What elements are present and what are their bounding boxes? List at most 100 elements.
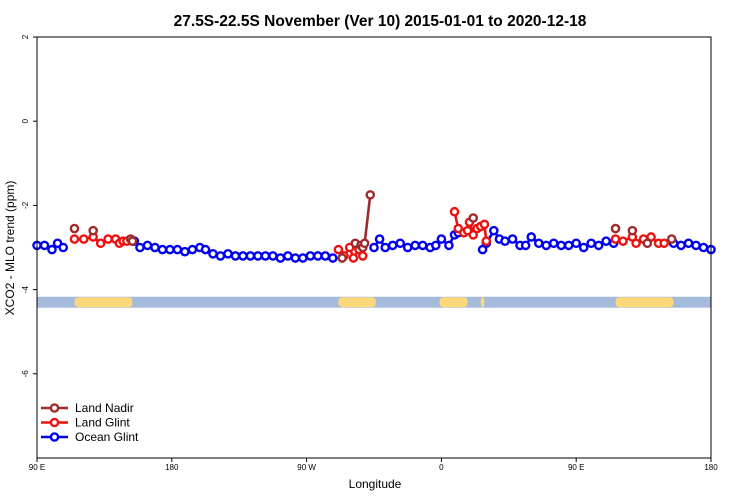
y-tick-label: 0	[21, 118, 30, 123]
data-point	[260, 251, 271, 261]
data-point	[238, 251, 248, 261]
y-axis: 2 0 -2 -4 -6	[21, 34, 37, 377]
data-point	[430, 240, 441, 251]
land-segment	[74, 297, 133, 308]
data-point	[691, 240, 701, 251]
data-point	[165, 244, 175, 255]
legend-swatch-marker	[49, 432, 60, 442]
x-tick-label: 0	[439, 463, 444, 472]
data-point	[337, 253, 347, 263]
data-point	[253, 251, 263, 261]
data-point	[481, 236, 492, 246]
data-point	[283, 251, 293, 261]
x-axis: 90 E 180 90 W 0 90 E 180	[29, 458, 718, 472]
data-point	[268, 251, 278, 261]
data-point	[601, 236, 611, 246]
data-point	[135, 242, 145, 253]
data-point	[103, 234, 113, 244]
data-point	[365, 190, 376, 200]
data-point	[402, 242, 413, 253]
data-point	[58, 242, 69, 253]
land-ocean-mask	[37, 296, 711, 308]
data-point	[380, 242, 391, 253]
data-point	[328, 253, 338, 263]
x-axis-label: Longitude	[349, 477, 402, 491]
data-point	[610, 234, 621, 244]
y-tick-label: -4	[21, 285, 30, 293]
data-point	[180, 246, 190, 257]
data-point	[348, 253, 359, 263]
data-point	[489, 225, 499, 236]
data-point	[507, 234, 518, 244]
data-point	[541, 240, 552, 251]
data-point	[95, 238, 106, 249]
data-point	[39, 240, 50, 251]
data-point	[526, 232, 537, 242]
data-point	[320, 251, 331, 261]
y-tick-label: -6	[21, 370, 30, 378]
data-point	[417, 240, 428, 251]
y-tick-label: 2	[21, 34, 30, 39]
data-point	[627, 225, 638, 236]
data-point	[479, 219, 490, 230]
data-point	[666, 234, 677, 244]
data-point	[142, 240, 153, 251]
data-point	[631, 238, 641, 249]
data-point	[172, 244, 183, 255]
land-segment	[338, 297, 376, 308]
data-point	[200, 244, 211, 255]
data-point	[659, 238, 669, 249]
land-segment	[439, 297, 468, 308]
data-point	[369, 242, 379, 253]
data-point	[571, 238, 582, 249]
legend-label: Land Nadir	[75, 401, 134, 415]
data-point	[187, 244, 198, 255]
data-point	[642, 238, 653, 249]
data-point	[298, 253, 308, 263]
land-segment	[480, 297, 485, 308]
data-point	[275, 253, 286, 263]
data-point	[449, 206, 460, 217]
x-tick-label: 90 W	[297, 463, 316, 472]
data-point	[548, 238, 559, 249]
data-point	[333, 244, 344, 255]
data-point	[610, 223, 621, 234]
data-point	[215, 251, 226, 261]
legend-item: Ocean Glint	[41, 430, 139, 444]
x-tick-label: 180	[704, 463, 718, 472]
data-point	[578, 242, 589, 253]
x-tick-label: 90 E	[568, 463, 584, 472]
data-point	[79, 234, 89, 244]
data-point	[436, 234, 447, 244]
legend-swatch-marker	[49, 403, 60, 413]
data-point	[223, 249, 233, 259]
data-point	[698, 242, 709, 253]
data-series	[32, 190, 716, 263]
data-point	[47, 244, 57, 255]
data-point	[150, 242, 160, 253]
data-point	[395, 238, 406, 249]
data-point	[374, 234, 385, 244]
data-point	[500, 236, 510, 246]
data-point	[410, 240, 420, 251]
data-point	[556, 240, 567, 251]
data-point	[444, 240, 454, 251]
legend-item: Land Glint	[41, 416, 130, 430]
data-point	[676, 240, 686, 251]
legend-label: Ocean Glint	[75, 430, 139, 444]
data-point	[533, 238, 544, 249]
data-point	[586, 238, 596, 249]
data-point	[593, 240, 604, 251]
data-point	[88, 225, 98, 236]
y-axis-label: XCO2 - MLO trend (ppm)	[3, 181, 17, 316]
data-point	[127, 236, 138, 246]
data-point	[468, 213, 479, 223]
data-point	[208, 249, 218, 259]
data-point	[618, 236, 628, 246]
plot-frame	[36, 36, 712, 459]
legend-label: Land Glint	[75, 416, 130, 430]
data-point	[69, 234, 80, 244]
chart-title: 27.5S-22.5S November (Ver 10) 2015-01-01…	[174, 13, 587, 30]
